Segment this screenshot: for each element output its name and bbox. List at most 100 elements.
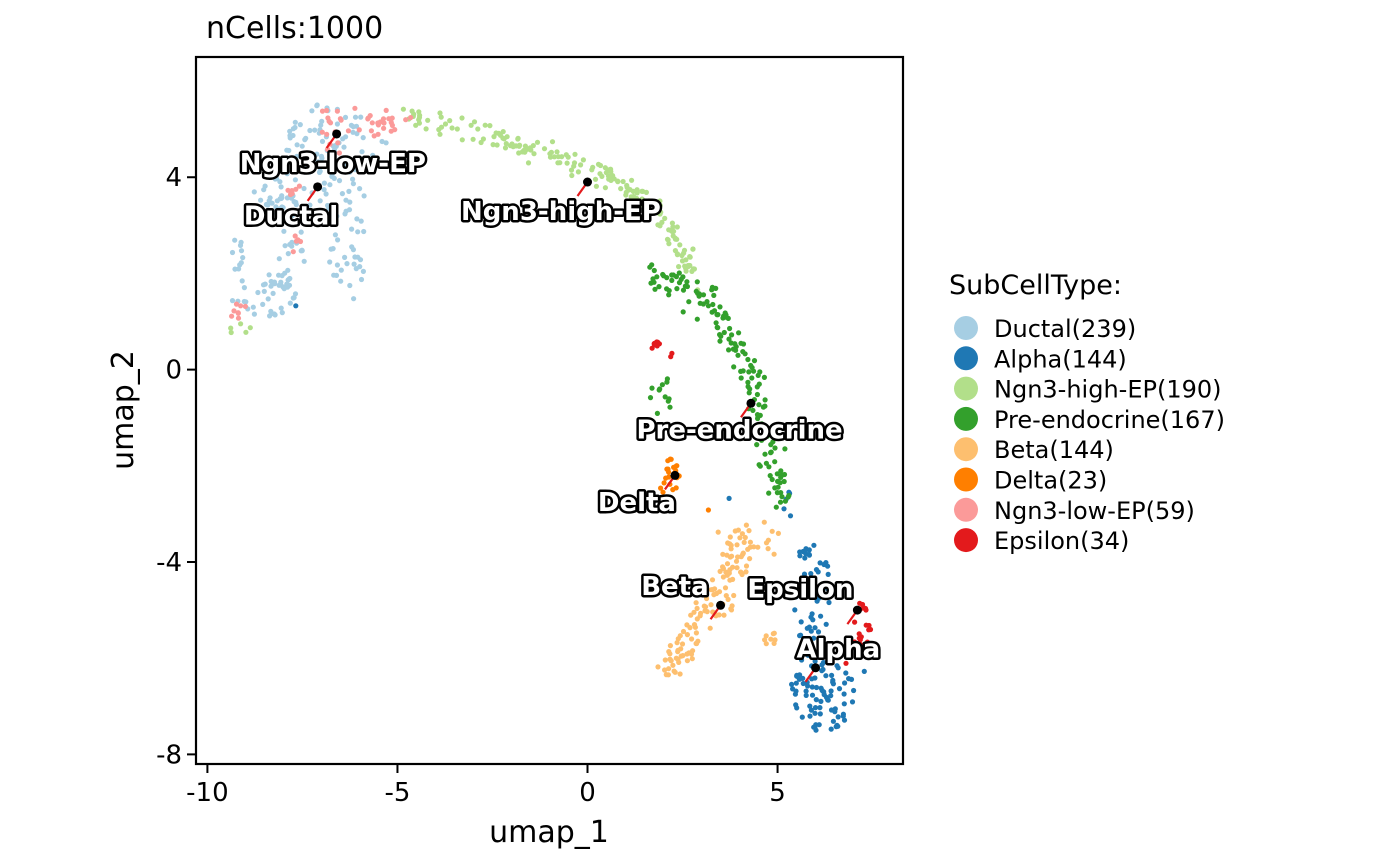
data-point bbox=[808, 707, 815, 713]
data-point bbox=[284, 171, 290, 177]
data-point bbox=[817, 591, 823, 597]
data-point bbox=[708, 602, 714, 608]
data-point bbox=[746, 390, 752, 396]
data-point bbox=[727, 534, 733, 540]
data-point bbox=[836, 686, 843, 692]
data-point bbox=[531, 151, 537, 157]
data-point bbox=[781, 478, 787, 485]
legend-key bbox=[954, 376, 978, 401]
data-point bbox=[749, 375, 755, 381]
data-point bbox=[267, 195, 273, 201]
data-point bbox=[681, 247, 688, 253]
data-point bbox=[352, 105, 358, 111]
data-point bbox=[327, 259, 333, 265]
data-point bbox=[293, 303, 299, 309]
data-point bbox=[819, 668, 825, 674]
data-point bbox=[268, 278, 274, 285]
data-point bbox=[751, 544, 757, 550]
data-point bbox=[772, 459, 778, 465]
data-point bbox=[808, 614, 814, 620]
data-point bbox=[334, 262, 340, 268]
data-point bbox=[660, 489, 666, 495]
data-point bbox=[835, 665, 841, 671]
legend-key bbox=[954, 437, 978, 462]
data-point bbox=[287, 191, 294, 198]
data-point bbox=[829, 672, 835, 679]
data-point bbox=[310, 165, 316, 171]
data-point bbox=[487, 123, 493, 129]
data-point bbox=[763, 641, 769, 647]
data-point bbox=[338, 278, 344, 284]
data-point bbox=[325, 202, 331, 209]
data-point bbox=[375, 159, 381, 165]
data-point bbox=[655, 664, 661, 670]
data-point bbox=[680, 653, 686, 659]
data-point bbox=[292, 233, 298, 239]
data-point bbox=[659, 382, 666, 388]
data-point bbox=[791, 582, 797, 588]
data-point bbox=[375, 122, 381, 128]
data-point bbox=[286, 282, 293, 288]
data-point bbox=[285, 251, 291, 257]
data-point bbox=[729, 553, 735, 559]
data-point bbox=[301, 158, 307, 164]
data-point bbox=[666, 474, 672, 480]
data-point bbox=[468, 122, 474, 128]
data-point bbox=[285, 187, 291, 193]
data-point bbox=[521, 147, 527, 154]
data-point bbox=[470, 136, 476, 142]
data-point bbox=[516, 150, 522, 156]
legend: SubCellType: Ductal(239)Alpha(144) Ngn3-h… bbox=[949, 270, 1225, 555]
data-point bbox=[235, 315, 242, 321]
data-point bbox=[250, 304, 256, 310]
data-point bbox=[362, 155, 368, 161]
data-point bbox=[285, 267, 291, 273]
data-point bbox=[799, 657, 805, 663]
y-tick-label: 4 bbox=[165, 163, 182, 193]
data-point bbox=[709, 287, 715, 293]
data-point bbox=[766, 490, 772, 496]
data-point bbox=[238, 303, 244, 309]
data-point bbox=[739, 531, 746, 537]
data-point bbox=[697, 300, 703, 306]
cluster-label: Delta bbox=[598, 488, 676, 518]
data-point bbox=[815, 651, 821, 657]
cluster-label: Pre-endocrine bbox=[636, 416, 842, 446]
data-point bbox=[324, 146, 331, 152]
data-point bbox=[696, 293, 702, 299]
data-point bbox=[739, 571, 745, 578]
data-point bbox=[735, 352, 741, 358]
data-point bbox=[825, 586, 831, 592]
data-point bbox=[694, 316, 700, 322]
data-point bbox=[360, 135, 366, 141]
legend-title: SubCellType: bbox=[949, 270, 1122, 301]
data-point bbox=[623, 189, 629, 195]
data-point bbox=[661, 480, 667, 486]
data-point bbox=[349, 244, 355, 250]
data-point bbox=[380, 116, 387, 122]
data-point bbox=[294, 153, 300, 159]
data-point bbox=[292, 119, 298, 125]
data-point bbox=[841, 691, 847, 697]
data-point bbox=[769, 476, 775, 483]
data-point bbox=[702, 608, 708, 614]
data-point bbox=[335, 237, 341, 243]
data-point bbox=[325, 115, 331, 121]
data-point bbox=[525, 160, 532, 166]
data-point bbox=[318, 122, 324, 128]
data-point bbox=[352, 114, 359, 120]
data-point bbox=[351, 296, 357, 302]
data-point bbox=[554, 149, 560, 155]
data-point bbox=[494, 142, 500, 148]
data-point bbox=[813, 697, 819, 703]
data-point bbox=[734, 542, 740, 548]
data-point bbox=[669, 272, 675, 278]
data-point bbox=[754, 391, 761, 398]
data-point bbox=[482, 122, 488, 128]
data-point bbox=[242, 303, 248, 309]
data-point bbox=[454, 126, 460, 132]
data-point bbox=[647, 395, 654, 401]
data-point bbox=[727, 325, 733, 332]
data-point bbox=[779, 472, 785, 478]
data-point bbox=[792, 586, 798, 592]
